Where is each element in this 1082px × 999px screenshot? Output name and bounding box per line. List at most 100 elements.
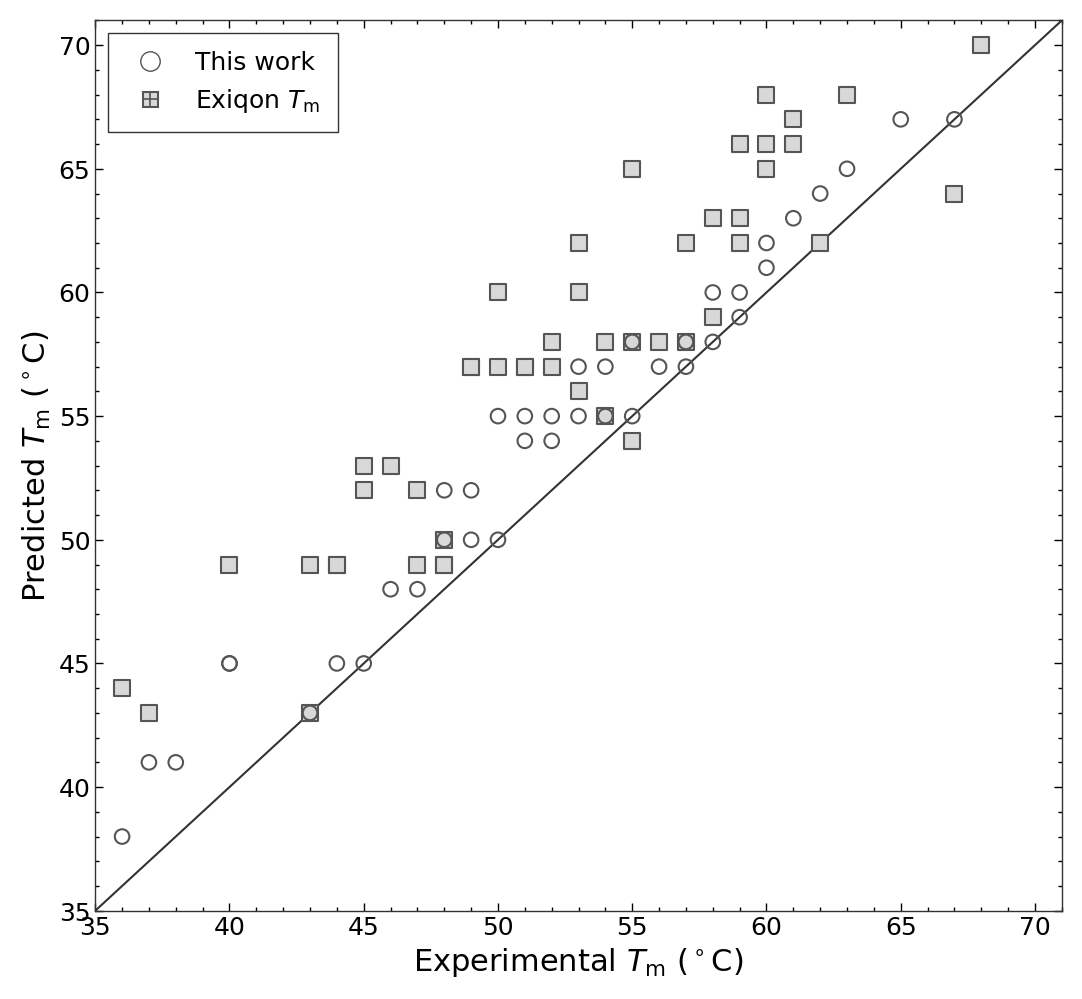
Point (784, 137, 802, 153)
Point (462, 359, 479, 375)
Point (784, 112, 802, 128)
Point (462, 359, 479, 375)
Point (382, 458, 399, 474)
Point (650, 335, 668, 351)
Point (730, 236, 748, 252)
Point (355, 458, 372, 474)
Point (837, 87, 855, 103)
Point (409, 556, 426, 572)
Point (730, 137, 748, 153)
Point (435, 556, 452, 572)
Point (543, 359, 560, 375)
Point (489, 285, 506, 301)
Point (596, 409, 613, 425)
Point (301, 705, 318, 721)
Point (596, 359, 613, 375)
Point (677, 359, 695, 375)
Point (812, 236, 829, 252)
Point (757, 137, 775, 153)
Point (382, 458, 399, 474)
Point (757, 161, 775, 177)
Point (757, 236, 775, 252)
Point (623, 161, 641, 177)
Point (328, 556, 345, 572)
Point (596, 335, 613, 351)
Point (703, 211, 721, 227)
Point (946, 186, 963, 202)
Point (221, 556, 238, 572)
Point (221, 556, 238, 572)
Point (221, 655, 238, 671)
Point (141, 705, 158, 721)
Point (812, 236, 829, 252)
Point (972, 38, 989, 54)
Point (677, 236, 695, 252)
Y-axis label: Predicted $\mathit{T}_\mathrm{m}$ ($^\circ$C): Predicted $\mathit{T}_\mathrm{m}$ ($^\ci… (21, 331, 53, 601)
Point (569, 285, 586, 301)
Point (623, 161, 641, 177)
Point (703, 285, 721, 301)
Point (892, 112, 909, 128)
Point (435, 556, 452, 572)
Point (972, 38, 989, 54)
Point (623, 434, 641, 450)
Point (409, 556, 426, 572)
Point (141, 754, 158, 770)
Point (543, 335, 560, 351)
Point (730, 211, 748, 227)
Point (784, 137, 802, 153)
Point (784, 112, 802, 128)
Point (435, 532, 452, 548)
Point (301, 556, 318, 572)
Point (516, 359, 533, 375)
Point (677, 335, 695, 351)
Point (409, 483, 426, 499)
Point (569, 285, 586, 301)
Point (516, 359, 533, 375)
Point (812, 186, 829, 202)
Point (328, 556, 345, 572)
Point (623, 161, 641, 177)
Point (569, 236, 586, 252)
Point (462, 483, 479, 499)
Point (328, 556, 345, 572)
Point (623, 335, 641, 351)
Point (569, 359, 586, 375)
Point (784, 211, 802, 227)
Point (946, 186, 963, 202)
Point (355, 483, 372, 499)
Point (167, 754, 184, 770)
Point (301, 556, 318, 572)
Point (355, 458, 372, 474)
Point (114, 680, 131, 696)
Point (462, 359, 479, 375)
Point (516, 409, 533, 425)
Point (409, 556, 426, 572)
Point (623, 409, 641, 425)
Point (730, 137, 748, 153)
Point (516, 434, 533, 450)
Point (543, 335, 560, 351)
Point (730, 236, 748, 252)
Point (435, 556, 452, 572)
Point (757, 260, 775, 276)
Point (730, 236, 748, 252)
Point (355, 655, 372, 671)
Point (489, 359, 506, 375)
Legend: This work, Exiqon $\mathit{T}_\mathrm{m}$: This work, Exiqon $\mathit{T}_\mathrm{m}… (108, 33, 338, 133)
Point (677, 236, 695, 252)
Point (114, 828, 131, 844)
Point (569, 409, 586, 425)
Point (114, 680, 131, 696)
Point (757, 161, 775, 177)
Point (703, 310, 721, 326)
Point (382, 458, 399, 474)
Point (435, 483, 452, 499)
Point (623, 434, 641, 450)
Point (435, 556, 452, 572)
Point (382, 581, 399, 597)
Point (812, 236, 829, 252)
Point (435, 556, 452, 572)
Point (543, 335, 560, 351)
Point (355, 483, 372, 499)
